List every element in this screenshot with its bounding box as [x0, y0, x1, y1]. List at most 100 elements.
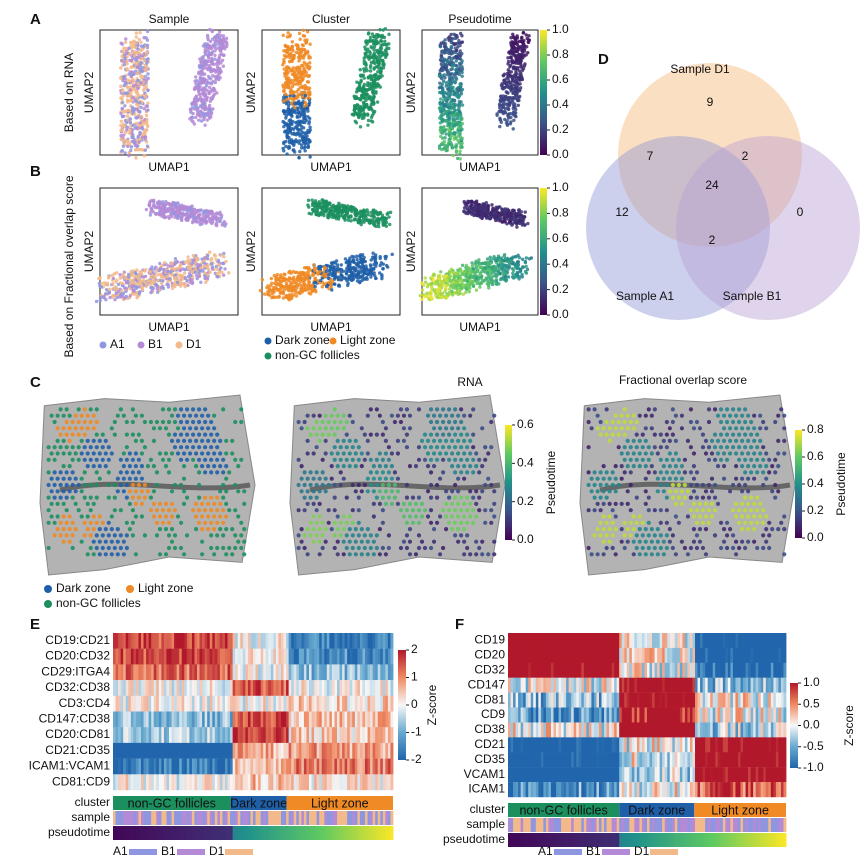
umap-point	[496, 254, 501, 258]
umap-point	[198, 84, 202, 89]
umap-point	[300, 47, 304, 51]
umap-point	[376, 216, 380, 221]
umap-point	[205, 118, 210, 122]
umap-point	[299, 124, 304, 129]
umap-point	[219, 253, 223, 257]
umap-point	[365, 54, 370, 58]
umap-point	[368, 35, 373, 40]
umap-point	[451, 153, 455, 158]
umap-point	[189, 264, 193, 268]
umap-point	[154, 282, 159, 287]
axis-label: UMAP2	[82, 72, 96, 114]
umap-point	[301, 72, 305, 76]
umap-point	[438, 134, 443, 139]
umap-point	[97, 276, 101, 281]
umap-point	[518, 269, 523, 273]
umap-point	[193, 270, 198, 274]
umap-point	[154, 212, 159, 216]
umap-point	[150, 207, 154, 211]
umap-point	[345, 210, 350, 214]
umap-point	[375, 32, 379, 37]
umap-point	[120, 114, 125, 119]
umap-point	[173, 262, 177, 266]
colorbar-tick-label: 0.6	[552, 72, 569, 86]
umap-point	[272, 273, 276, 278]
umap-point	[209, 97, 214, 101]
umap-point	[131, 96, 135, 100]
umap-point	[223, 267, 227, 271]
umap-point	[301, 34, 306, 38]
umap-point	[450, 290, 454, 294]
umap-point	[169, 214, 174, 219]
umap-point	[364, 92, 368, 96]
umap-point	[209, 211, 213, 215]
umap-point	[381, 215, 385, 220]
umap-point	[460, 121, 465, 126]
umap-point	[518, 72, 522, 77]
umap-point	[131, 84, 136, 88]
umap-point	[332, 282, 337, 286]
umap-point	[369, 115, 374, 120]
umap-point	[121, 94, 125, 98]
umap-point	[142, 86, 147, 91]
umap-point	[384, 254, 388, 259]
umap-point	[283, 74, 287, 78]
umap-point	[307, 88, 311, 93]
umap-point	[217, 30, 222, 34]
umap-point	[123, 139, 127, 143]
umap-point	[502, 78, 506, 83]
umap-point	[520, 257, 525, 262]
umap-point	[324, 210, 328, 214]
umap-point	[440, 76, 444, 81]
umap-point	[215, 58, 220, 63]
umap-point	[291, 269, 295, 274]
umap-point	[301, 43, 305, 48]
umap-point	[499, 120, 503, 124]
umap-point	[300, 63, 305, 68]
axis-label: UMAP2	[404, 72, 418, 114]
umap-point	[423, 276, 427, 280]
umap-point	[126, 79, 131, 83]
umap-point	[507, 50, 511, 55]
umap-point	[128, 286, 132, 291]
umap-point	[284, 81, 288, 85]
umap-point	[291, 119, 295, 124]
umap-point	[203, 219, 207, 223]
umap-point	[514, 68, 518, 73]
umap-point	[139, 282, 144, 287]
umap-point	[449, 45, 454, 49]
umap-point	[350, 112, 354, 117]
umap-point	[269, 276, 274, 281]
umap-point	[352, 94, 356, 98]
umap-point	[123, 104, 127, 108]
umap-point	[358, 98, 363, 102]
umap-point	[151, 199, 156, 203]
umap-point	[328, 202, 332, 206]
umap-point	[283, 86, 287, 90]
umap-point	[288, 276, 292, 281]
umap-point	[294, 50, 299, 55]
umap-point	[379, 261, 384, 265]
umap-point	[325, 284, 330, 288]
umap-point	[203, 81, 208, 85]
umap-point	[366, 40, 371, 44]
umap-point	[209, 262, 214, 266]
umap-point	[346, 259, 350, 263]
umap-point	[212, 92, 217, 96]
umap-point	[195, 78, 199, 83]
umap-point	[207, 50, 211, 55]
umap-point	[506, 62, 510, 66]
umap-point	[202, 209, 207, 214]
umap-point	[293, 106, 297, 111]
umap-point	[380, 74, 384, 78]
umap-point	[358, 82, 362, 86]
umap-point	[189, 273, 193, 278]
umap-point	[303, 278, 307, 282]
umap-point	[139, 48, 143, 53]
umap-point	[133, 126, 137, 130]
colorbar-tick-label: 0.2	[552, 122, 569, 136]
umap-point	[506, 91, 510, 95]
umap-point	[146, 108, 150, 112]
umap-point	[200, 112, 205, 116]
umap-point	[442, 274, 446, 279]
